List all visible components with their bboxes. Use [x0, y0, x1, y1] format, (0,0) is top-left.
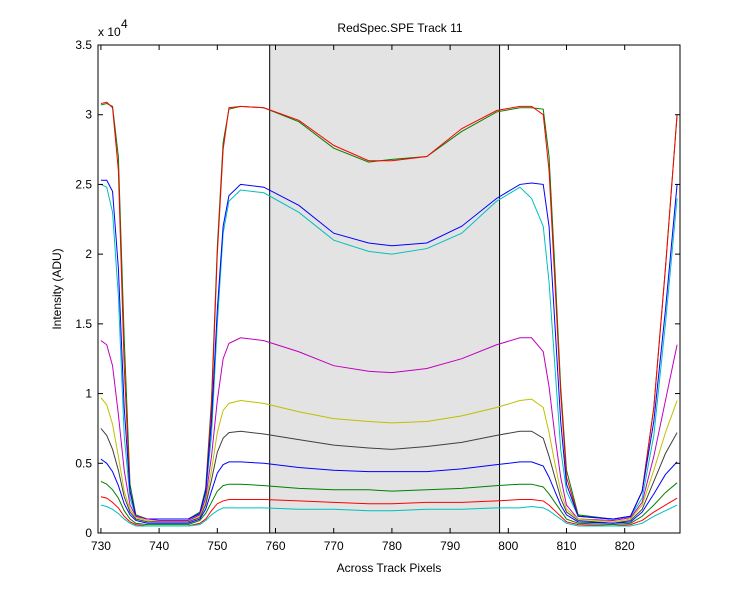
series-line: [100, 103, 678, 520]
series-line: [100, 397, 678, 523]
x-tick-label: 770: [324, 539, 344, 553]
series-line: [100, 458, 678, 524]
y-multiplier-exponent: 4: [121, 17, 128, 31]
series-line: [100, 428, 678, 524]
x-tick-label: 810: [556, 539, 576, 553]
y-tick-label: 2.5: [75, 177, 92, 191]
y-tick-label: 2: [85, 247, 92, 261]
axes-box: [97, 44, 681, 534]
y-tick-label: 0.5: [75, 456, 92, 470]
y-tick-label: 3.5: [75, 38, 92, 52]
y-axis-label: Intensity (ADU): [50, 248, 64, 329]
x-tick-label: 820: [615, 539, 635, 553]
y-tick-label: 3: [85, 108, 92, 122]
x-tick-label: 760: [265, 539, 285, 553]
x-tick-label: 730: [91, 539, 111, 553]
y-tick-label: 1: [85, 387, 92, 401]
series-line: [100, 480, 678, 526]
series-line: [100, 337, 678, 521]
x-axis-label: Across Track Pixels: [337, 561, 442, 575]
shaded-region: [269, 45, 500, 533]
series-line: [100, 496, 678, 527]
x-tick-label: 800: [498, 539, 518, 553]
x-tick-label: 750: [207, 539, 227, 553]
x-tick-label: 790: [440, 539, 460, 553]
x-tick-label: 740: [149, 539, 169, 553]
chart-title: RedSpec.SPE Track 11: [337, 21, 463, 35]
y-tick-label: 1.5: [75, 317, 92, 331]
series-line: [100, 504, 678, 527]
y-tick-label: 0: [85, 526, 92, 540]
y-multiplier: x 10: [98, 25, 121, 39]
x-tick-label: 780: [382, 539, 402, 553]
